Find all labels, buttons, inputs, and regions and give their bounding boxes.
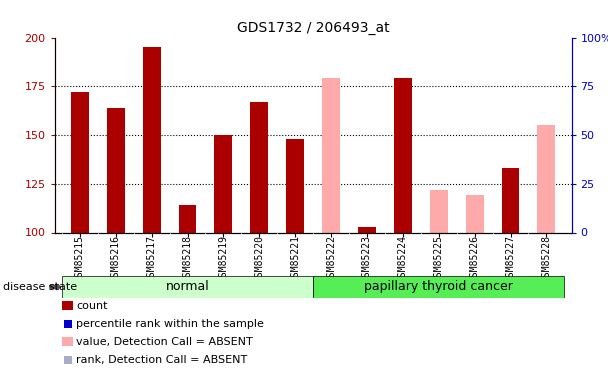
Text: GSM85218: GSM85218 [182, 235, 193, 282]
Bar [502, 168, 519, 232]
Text: GSM85217: GSM85217 [147, 235, 157, 282]
Bar [107, 108, 125, 232]
Text: rank, Detection Call = ABSENT: rank, Detection Call = ABSENT [76, 355, 247, 364]
Bar [250, 102, 268, 232]
Bar [286, 139, 304, 232]
Point [63, 321, 72, 327]
Bar [179, 205, 196, 232]
Text: GSM85220: GSM85220 [254, 235, 264, 282]
Text: GSM85226: GSM85226 [469, 235, 480, 282]
Text: papillary thyroid cancer: papillary thyroid cancer [364, 280, 513, 293]
Text: GSM85228: GSM85228 [541, 235, 551, 282]
Bar [358, 226, 376, 232]
Text: GSM85227: GSM85227 [505, 235, 516, 282]
Text: disease state: disease state [3, 282, 77, 292]
Bar [143, 47, 161, 232]
Text: GSM85223: GSM85223 [362, 235, 372, 282]
Text: GSM85222: GSM85222 [326, 235, 336, 282]
Text: GSM85216: GSM85216 [111, 235, 121, 282]
Title: GDS1732 / 206493_at: GDS1732 / 206493_at [237, 21, 390, 35]
Text: GSM85219: GSM85219 [218, 235, 229, 282]
Text: GSM85225: GSM85225 [434, 235, 444, 282]
Bar [313, 276, 564, 298]
Text: count: count [76, 301, 108, 310]
Bar [322, 78, 340, 232]
Text: GSM85215: GSM85215 [75, 235, 85, 282]
Text: GSM85221: GSM85221 [290, 235, 300, 282]
Bar [62, 276, 313, 298]
Bar [71, 92, 89, 232]
Bar [537, 125, 555, 232]
Text: value, Detection Call = ABSENT: value, Detection Call = ABSENT [76, 337, 253, 346]
Text: GSM85224: GSM85224 [398, 235, 408, 282]
Bar [394, 78, 412, 232]
Bar [215, 135, 232, 232]
Point [63, 357, 72, 363]
Bar [466, 195, 483, 232]
Bar [430, 190, 447, 232]
Text: percentile rank within the sample: percentile rank within the sample [76, 319, 264, 328]
Text: normal: normal [165, 280, 209, 293]
